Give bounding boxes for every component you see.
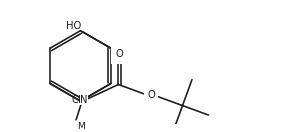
Text: HO: HO — [66, 21, 81, 31]
Text: O: O — [147, 90, 155, 100]
Text: Cl: Cl — [72, 95, 81, 105]
Text: M: M — [77, 122, 85, 131]
Text: N: N — [80, 95, 88, 105]
Text: O: O — [116, 49, 124, 59]
